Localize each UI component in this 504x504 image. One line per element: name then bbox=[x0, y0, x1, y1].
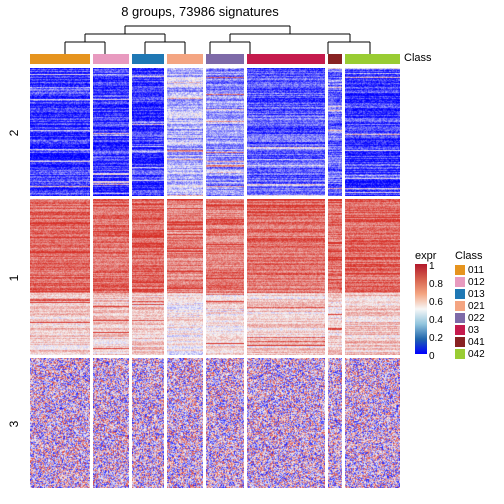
heatmap-column-group bbox=[247, 68, 325, 488]
class-legend-item: 042 bbox=[455, 348, 501, 360]
class-label: 011 bbox=[468, 265, 484, 276]
heatmap-block bbox=[247, 199, 325, 355]
expr-tick-label: 0.8 bbox=[429, 279, 443, 290]
heatmap-column-group bbox=[328, 68, 342, 488]
heatmap-block bbox=[247, 358, 325, 488]
class-segment bbox=[167, 54, 203, 64]
class-label: 041 bbox=[468, 337, 485, 348]
expr-tick-label: 0.6 bbox=[429, 297, 443, 308]
class-segment bbox=[328, 54, 342, 64]
class-legend-item: 012 bbox=[455, 276, 501, 288]
heatmap-block bbox=[247, 68, 325, 196]
class-label: 021 bbox=[468, 301, 485, 312]
row-cluster-label: 3 bbox=[7, 418, 21, 430]
heatmap-column-group bbox=[206, 68, 244, 488]
class-legend-item: 022 bbox=[455, 312, 501, 324]
heatmap bbox=[30, 68, 400, 488]
class-swatch bbox=[455, 301, 465, 311]
class-label: 022 bbox=[468, 313, 485, 324]
expr-gradient bbox=[415, 264, 427, 354]
class-segment bbox=[93, 54, 129, 64]
stage: 8 groups, 73986 signatures Class expr 10… bbox=[0, 0, 504, 504]
class-segment bbox=[345, 54, 400, 64]
class-swatch bbox=[455, 289, 465, 299]
heatmap-block bbox=[93, 358, 129, 488]
heatmap-block bbox=[328, 199, 342, 355]
class-label: 013 bbox=[468, 289, 485, 300]
class-legend: Class 01101201302102203041042 bbox=[455, 250, 501, 360]
class-label: 012 bbox=[468, 277, 485, 288]
class-legend-title: Class bbox=[455, 250, 501, 262]
heatmap-block bbox=[132, 199, 164, 355]
class-label: 042 bbox=[468, 349, 485, 360]
heatmap-column-group bbox=[93, 68, 129, 488]
heatmap-block bbox=[206, 199, 244, 355]
heatmap-block bbox=[132, 358, 164, 488]
class-color-bar bbox=[30, 54, 400, 64]
heatmap-column-group bbox=[132, 68, 164, 488]
heatmap-block bbox=[345, 199, 400, 355]
class-segment bbox=[30, 54, 90, 64]
heatmap-block bbox=[328, 358, 342, 488]
heatmap-block bbox=[345, 68, 400, 196]
class-legend-item: 041 bbox=[455, 336, 501, 348]
class-swatch bbox=[455, 325, 465, 335]
heatmap-block bbox=[345, 358, 400, 488]
class-swatch bbox=[455, 337, 465, 347]
heatmap-block bbox=[167, 68, 203, 196]
class-legend-item: 021 bbox=[455, 300, 501, 312]
class-legend-item: 013 bbox=[455, 288, 501, 300]
chart-title: 8 groups, 73986 signatures bbox=[0, 4, 400, 19]
heatmap-block bbox=[93, 199, 129, 355]
heatmap-column-group bbox=[167, 68, 203, 488]
class-bar-label: Class bbox=[404, 52, 432, 64]
heatmap-block bbox=[206, 358, 244, 488]
heatmap-column-group bbox=[30, 68, 90, 488]
class-segment bbox=[247, 54, 325, 64]
expr-legend: expr 10.80.60.40.20 bbox=[415, 250, 449, 354]
expr-tick-label: 0.4 bbox=[429, 315, 443, 326]
class-legend-item: 03 bbox=[455, 324, 501, 336]
class-swatch bbox=[455, 349, 465, 359]
heatmap-block bbox=[167, 358, 203, 488]
class-segment bbox=[206, 54, 244, 64]
heatmap-block bbox=[30, 358, 90, 488]
heatmap-block bbox=[167, 199, 203, 355]
heatmap-block bbox=[93, 68, 129, 196]
expr-tick-label: 0.2 bbox=[429, 333, 443, 344]
heatmap-column-group bbox=[345, 68, 400, 488]
heatmap-block bbox=[206, 68, 244, 196]
heatmap-block bbox=[132, 68, 164, 196]
class-swatch bbox=[455, 313, 465, 323]
expr-tick-label: 1 bbox=[429, 261, 435, 272]
class-swatch bbox=[455, 265, 465, 275]
row-cluster-label: 2 bbox=[7, 127, 21, 139]
heatmap-block bbox=[30, 199, 90, 355]
class-label: 03 bbox=[468, 325, 479, 336]
heatmap-block bbox=[328, 68, 342, 196]
dendrogram bbox=[30, 20, 400, 54]
row-cluster-label: 1 bbox=[7, 272, 21, 284]
expr-tick-label: 0 bbox=[429, 351, 435, 362]
class-segment bbox=[132, 54, 164, 64]
class-legend-item: 011 bbox=[455, 264, 501, 276]
class-swatch bbox=[455, 277, 465, 287]
heatmap-block bbox=[30, 68, 90, 196]
